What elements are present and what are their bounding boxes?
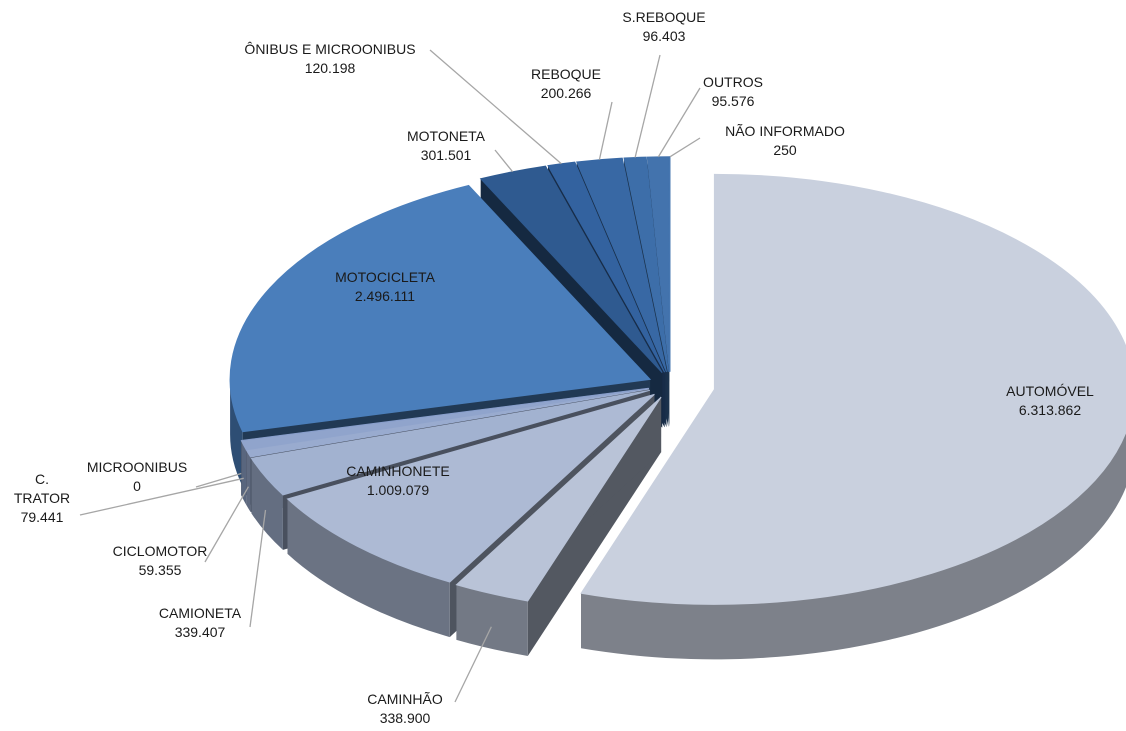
category-name: AUTOMÓVEL bbox=[1006, 383, 1094, 399]
leader-line bbox=[634, 54, 661, 158]
value-label: 6.313.862 bbox=[1018, 402, 1082, 418]
value-label: 2.496.111 bbox=[354, 288, 416, 304]
slice bbox=[479, 165, 663, 374]
data-label: S.REBOQUE 96.403 bbox=[622, 8, 705, 46]
leader-line bbox=[79, 477, 244, 516]
data-label: MICROONIBUS 0 bbox=[87, 458, 187, 496]
value-label: 200.266 bbox=[540, 85, 592, 101]
value-label: 250 bbox=[773, 142, 797, 158]
category-name: ÔNIBUS E MICROONIBUS bbox=[244, 41, 416, 57]
data-label: CAMINHÃO 338.900 bbox=[367, 690, 442, 728]
value-label: 96.403 bbox=[642, 28, 686, 44]
data-label: CICLOMOTOR 59.355 bbox=[113, 542, 208, 580]
leader-line bbox=[669, 137, 701, 158]
slice bbox=[286, 393, 655, 583]
data-label: AUTOMÓVEL 6.313.862 bbox=[1006, 382, 1094, 420]
value-label: 59.355 bbox=[138, 562, 182, 578]
category-name: NÃO INFORMADO bbox=[725, 123, 845, 139]
category-name: CICLOMOTOR bbox=[112, 543, 208, 559]
category-name: C. TRATOR bbox=[13, 471, 71, 506]
slice-wall bbox=[581, 432, 1126, 660]
category-name: CAMINHONETE bbox=[346, 463, 450, 479]
category-name: OUTROS bbox=[703, 74, 763, 90]
data-label: OUTROS 95.576 bbox=[703, 73, 763, 111]
slice bbox=[241, 387, 649, 441]
value-label: 301.501 bbox=[420, 147, 472, 163]
slice bbox=[646, 156, 670, 372]
value-label: 338.900 bbox=[379, 710, 431, 726]
category-name: CAMIONETA bbox=[158, 605, 242, 621]
data-label: MOTONETA 301.501 bbox=[407, 127, 485, 165]
data-label: NÃO INFORMADO 250 bbox=[725, 122, 845, 160]
data-label: ÔNIBUS E MICROONIBUS 120.198 bbox=[244, 40, 415, 78]
slice-wall bbox=[241, 440, 247, 505]
value-label: 95.576 bbox=[711, 93, 755, 109]
leader-line bbox=[204, 486, 250, 563]
category-name: MOTOCICLETA bbox=[335, 269, 435, 285]
value-label: 79.441 bbox=[20, 509, 64, 525]
data-label: CAMINHONETE 1.009.079 bbox=[346, 462, 449, 500]
value-label: 1.009.079 bbox=[366, 482, 430, 498]
category-name: S.REBOQUE bbox=[622, 9, 706, 25]
slice-wall bbox=[251, 458, 283, 550]
value-label: 120.198 bbox=[304, 60, 356, 76]
category-name: REBOQUE bbox=[530, 66, 602, 82]
slice-wall bbox=[287, 498, 450, 638]
data-label: REBOQUE 200.266 bbox=[531, 65, 601, 103]
leader-line bbox=[494, 149, 514, 173]
slice bbox=[245, 388, 650, 458]
data-label: CAMIONETA 339.407 bbox=[159, 604, 241, 642]
category-name: MICROONIBUS bbox=[86, 459, 188, 475]
leader-line bbox=[657, 87, 701, 158]
data-label: C. TRATOR 79.441 bbox=[12, 470, 72, 527]
category-name: MOTONETA bbox=[406, 128, 486, 144]
leader-line bbox=[195, 472, 242, 488]
value-label: 0 bbox=[133, 478, 141, 494]
slice bbox=[580, 173, 1126, 605]
value-label: 339.407 bbox=[174, 624, 226, 640]
slice bbox=[229, 184, 652, 433]
slice bbox=[455, 396, 662, 602]
data-label: MOTOCICLETA 2.496.111 bbox=[335, 268, 435, 306]
slice-wall bbox=[456, 584, 528, 656]
slice bbox=[250, 389, 651, 496]
leader-line bbox=[249, 509, 267, 628]
leader-line bbox=[454, 626, 492, 703]
category-name: CAMINHÃO bbox=[367, 691, 443, 707]
leader-line bbox=[429, 49, 562, 165]
leader-line bbox=[598, 101, 613, 160]
slice-wall bbox=[246, 450, 251, 512]
